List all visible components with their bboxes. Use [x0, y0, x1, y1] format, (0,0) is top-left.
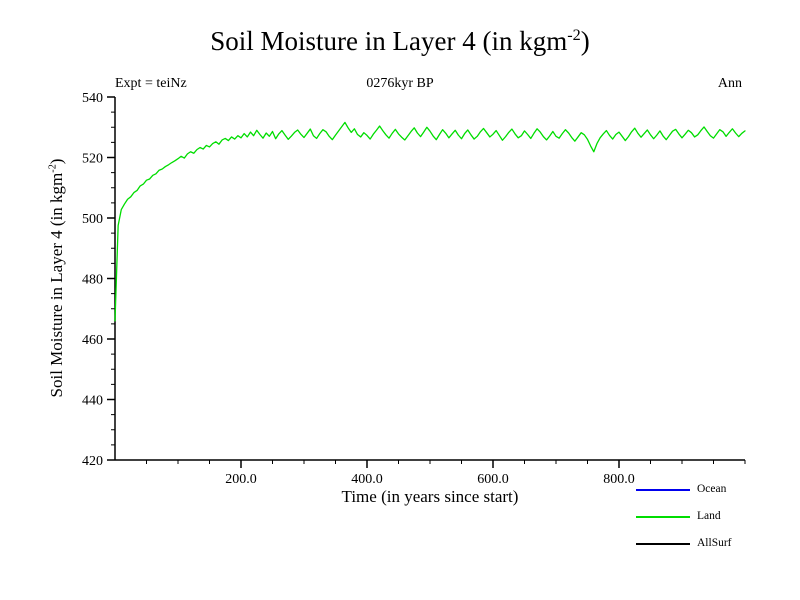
x-axis-label: Time (in years since start) — [341, 487, 519, 506]
y-tick-label: 460 — [82, 333, 103, 348]
y-tick-label: 420 — [82, 454, 103, 469]
y-tick-label: 520 — [82, 152, 103, 167]
ocean-legend-line — [636, 488, 690, 491]
x-tick-label: 600.0 — [477, 472, 509, 487]
chart-title: Soil Moisture in Layer 4 (in kgm-2) — [0, 26, 800, 57]
legend: Ocean Land AllSurf — [636, 483, 732, 550]
time-slice-label: 0276kyr BP — [366, 76, 434, 91]
land-series-line — [114, 121, 746, 322]
land-legend-line — [636, 515, 690, 518]
legend-item-land: Land — [636, 510, 732, 523]
chart-title-text: Soil Moisture in Layer 4 (in kgm — [210, 26, 568, 56]
ocean-legend-label: Ocean — [697, 483, 727, 495]
legend-item-ocean: Ocean — [636, 483, 732, 496]
chart-title-superscript: -2 — [567, 26, 581, 44]
y-tick-label: 540 — [82, 91, 103, 106]
chart-title-suffix: ) — [580, 26, 590, 56]
x-tick-label: 400.0 — [351, 472, 383, 487]
y-tick-label: 440 — [82, 394, 103, 409]
land-legend-label: Land — [697, 510, 721, 522]
allsurf-legend-line — [636, 542, 690, 545]
y-tick-label: 480 — [82, 273, 103, 288]
x-tick-label: 800.0 — [603, 472, 635, 487]
allsurf-legend-label: AllSurf — [697, 537, 732, 549]
y-tick-label: 500 — [82, 212, 103, 227]
x-tick-label: 200.0 — [225, 472, 257, 487]
legend-item-allsurf: AllSurf — [636, 537, 732, 550]
mean-period-label: Ann — [717, 76, 742, 91]
experiment-label: Expt = teiNz — [115, 76, 187, 91]
